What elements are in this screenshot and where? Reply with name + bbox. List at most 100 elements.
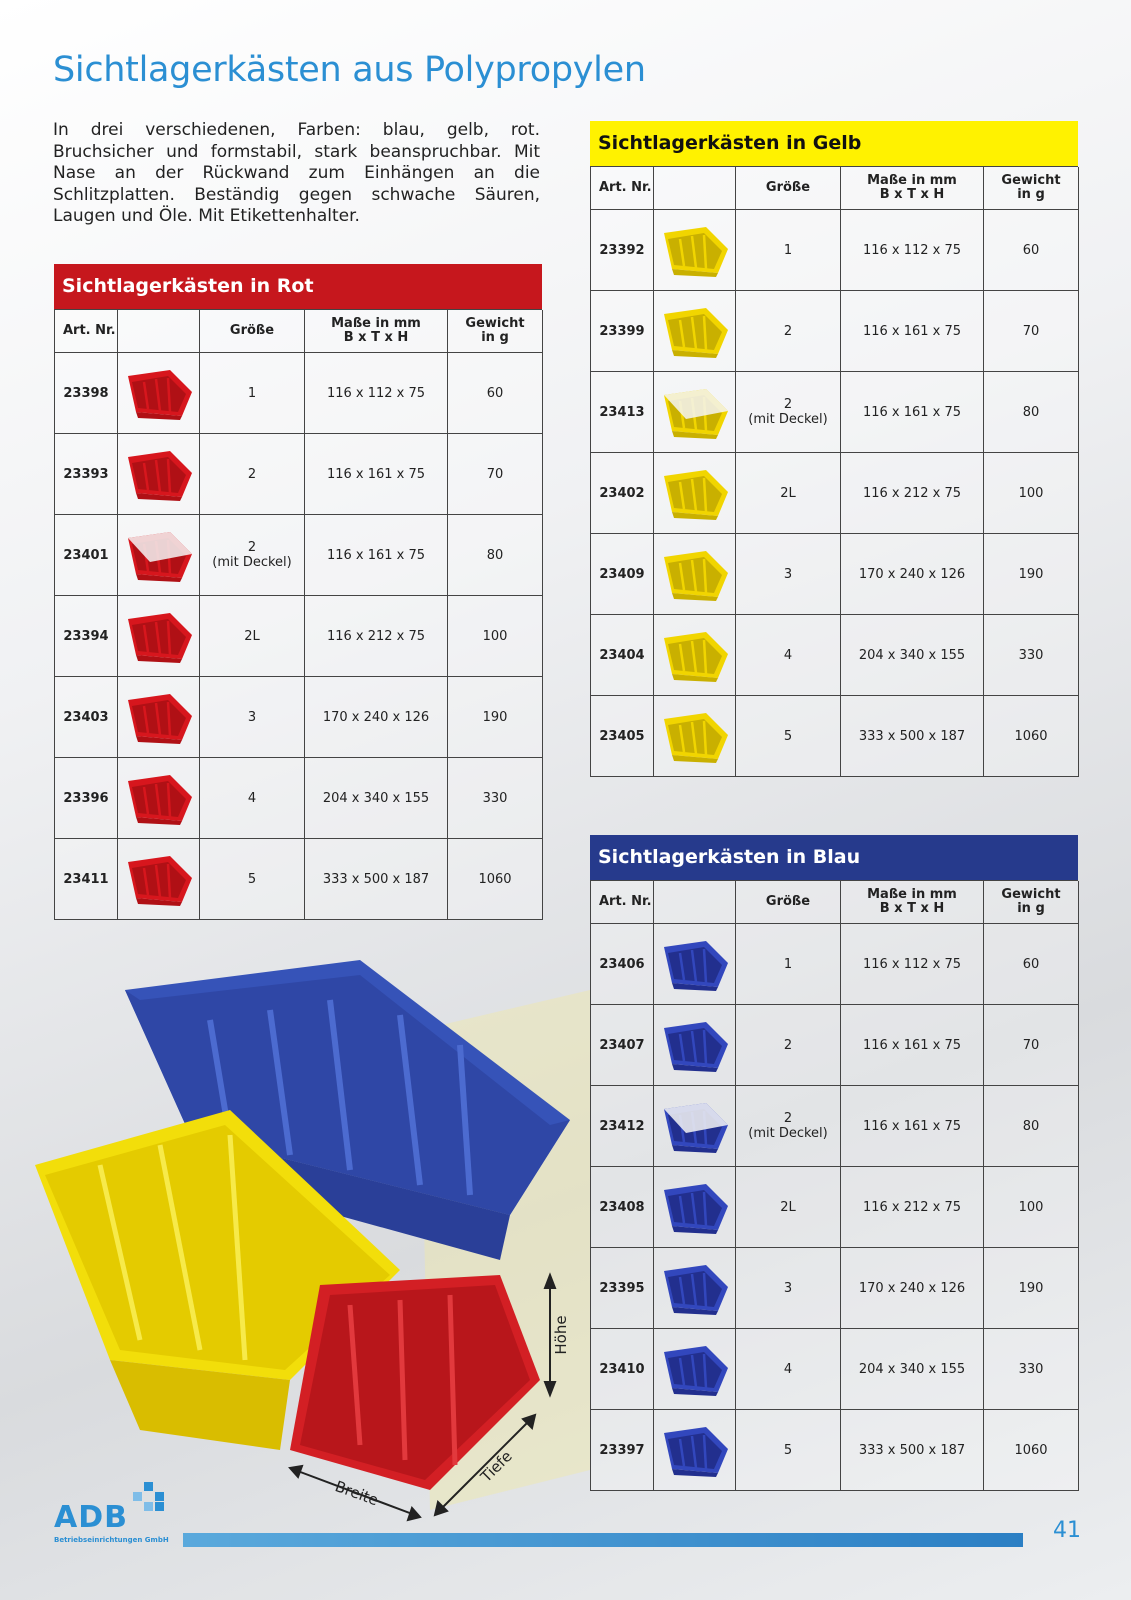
column-header: Art. Nr. (591, 167, 654, 210)
bin-thumbnail (127, 451, 192, 501)
bin-thumbnail (663, 1427, 728, 1477)
article-number: 23411 (55, 839, 118, 920)
logo-squares (133, 1482, 164, 1511)
intro-text: In drei verschiedenen, Farben: blau, gel… (53, 120, 540, 226)
image-cell (654, 534, 736, 615)
cell: 2L (736, 1167, 841, 1248)
column-header (118, 310, 200, 353)
logo-name: ADB (54, 1500, 128, 1535)
article-number: 23403 (55, 677, 118, 758)
cell: 3 (200, 677, 305, 758)
column-header: Gewicht in g (984, 881, 1079, 924)
image-cell (654, 1167, 736, 1248)
cell: 1060 (984, 696, 1079, 777)
image-cell (654, 1329, 736, 1410)
cell: 60 (448, 353, 543, 434)
cell: 2L (736, 453, 841, 534)
bin-thumbnail (663, 470, 728, 520)
article-number: 23407 (591, 1005, 654, 1086)
cell: 2 (200, 434, 305, 515)
image-cell (654, 696, 736, 777)
bin-thumbnail (663, 389, 728, 439)
column-header (654, 167, 736, 210)
bin-thumbnail (127, 370, 192, 420)
page-title: Sichtlagerkästen aus Polypropylen (53, 50, 646, 90)
cell: 2L (200, 596, 305, 677)
cell: 70 (448, 434, 543, 515)
bin-thumbnail (127, 775, 192, 825)
cell: 116 x 212 x 75 (841, 1167, 984, 1248)
cell: 1 (200, 353, 305, 434)
cell: 170 x 240 x 126 (841, 534, 984, 615)
image-cell (118, 434, 200, 515)
bin-thumbnail (663, 941, 728, 991)
article-number: 23394 (55, 596, 118, 677)
article-number: 23393 (55, 434, 118, 515)
bin-thumbnail (663, 1022, 728, 1072)
article-number: 23413 (591, 372, 654, 453)
table-grid: Art. Nr. Größe Maße in mm B x T x H Gewicht… (590, 880, 1079, 1491)
cell: 204 x 340 x 155 (841, 615, 984, 696)
cell: 3 (736, 1248, 841, 1329)
cell: 4 (736, 1329, 841, 1410)
cell: 70 (984, 291, 1079, 372)
bin-thumbnail (663, 551, 728, 601)
bin-thumbnail (663, 713, 728, 763)
cell: 190 (984, 534, 1079, 615)
article-number: 23392 (591, 210, 654, 291)
cell: 60 (984, 924, 1079, 1005)
cell: 116 x 161 x 75 (305, 515, 448, 596)
cell: 116 x 161 x 75 (841, 1005, 984, 1086)
width-label: Breite (333, 1477, 381, 1509)
article-number: 23401 (55, 515, 118, 596)
table-title: Sichtlagerkästen in Rot (54, 264, 542, 309)
cell: 100 (448, 596, 543, 677)
cell: 116 x 112 x 75 (841, 924, 984, 1005)
table-grid: Art. Nr. Größe Maße in mm B x T x H Gewicht… (54, 309, 543, 920)
image-cell (654, 615, 736, 696)
table-grid: Art. Nr. Größe Maße in mm B x T x H Gewicht… (590, 166, 1079, 777)
cell: 5 (736, 1410, 841, 1491)
cell: 116 x 161 x 75 (305, 434, 448, 515)
cell: 70 (984, 1005, 1079, 1086)
image-cell (654, 1248, 736, 1329)
image-cell (654, 210, 736, 291)
article-number: 23396 (55, 758, 118, 839)
cell: 2 (736, 1005, 841, 1086)
footer-bar (183, 1533, 1023, 1547)
column-header: Art. Nr. (55, 310, 118, 353)
article-number: 23404 (591, 615, 654, 696)
cell: 1060 (984, 1410, 1079, 1491)
cell: 116 x 161 x 75 (841, 291, 984, 372)
cell: 116 x 161 x 75 (841, 372, 984, 453)
cell: 116 x 112 x 75 (841, 210, 984, 291)
bin-thumbnail (663, 1184, 728, 1234)
cell: 204 x 340 x 155 (841, 1329, 984, 1410)
cell: 333 x 500 x 187 (305, 839, 448, 920)
image-cell (118, 677, 200, 758)
bin-thumbnail (663, 227, 728, 277)
bin-thumbnail (663, 1346, 728, 1396)
cell: 333 x 500 x 187 (841, 696, 984, 777)
cell: 5 (736, 696, 841, 777)
column-header: Maße in mm B x T x H (305, 310, 448, 353)
cell: 116 x 212 x 75 (305, 596, 448, 677)
image-cell (654, 453, 736, 534)
column-header: Größe (736, 167, 841, 210)
article-number: 23399 (591, 291, 654, 372)
cell: 2 (mit Deckel) (736, 1086, 841, 1167)
article-number: 23405 (591, 696, 654, 777)
cell: 80 (448, 515, 543, 596)
article-number: 23408 (591, 1167, 654, 1248)
image-cell (654, 291, 736, 372)
product-table: Sichtlagerkästen in Blau Art. Nr. Größe Maß… (590, 835, 1079, 1491)
article-number: 23402 (591, 453, 654, 534)
cell: 2 (mit Deckel) (200, 515, 305, 596)
column-header: Gewicht in g (448, 310, 543, 353)
cell: 190 (984, 1248, 1079, 1329)
bin-thumbnail (127, 856, 192, 906)
article-number: 23398 (55, 353, 118, 434)
cell: 2 (736, 291, 841, 372)
column-header (654, 881, 736, 924)
